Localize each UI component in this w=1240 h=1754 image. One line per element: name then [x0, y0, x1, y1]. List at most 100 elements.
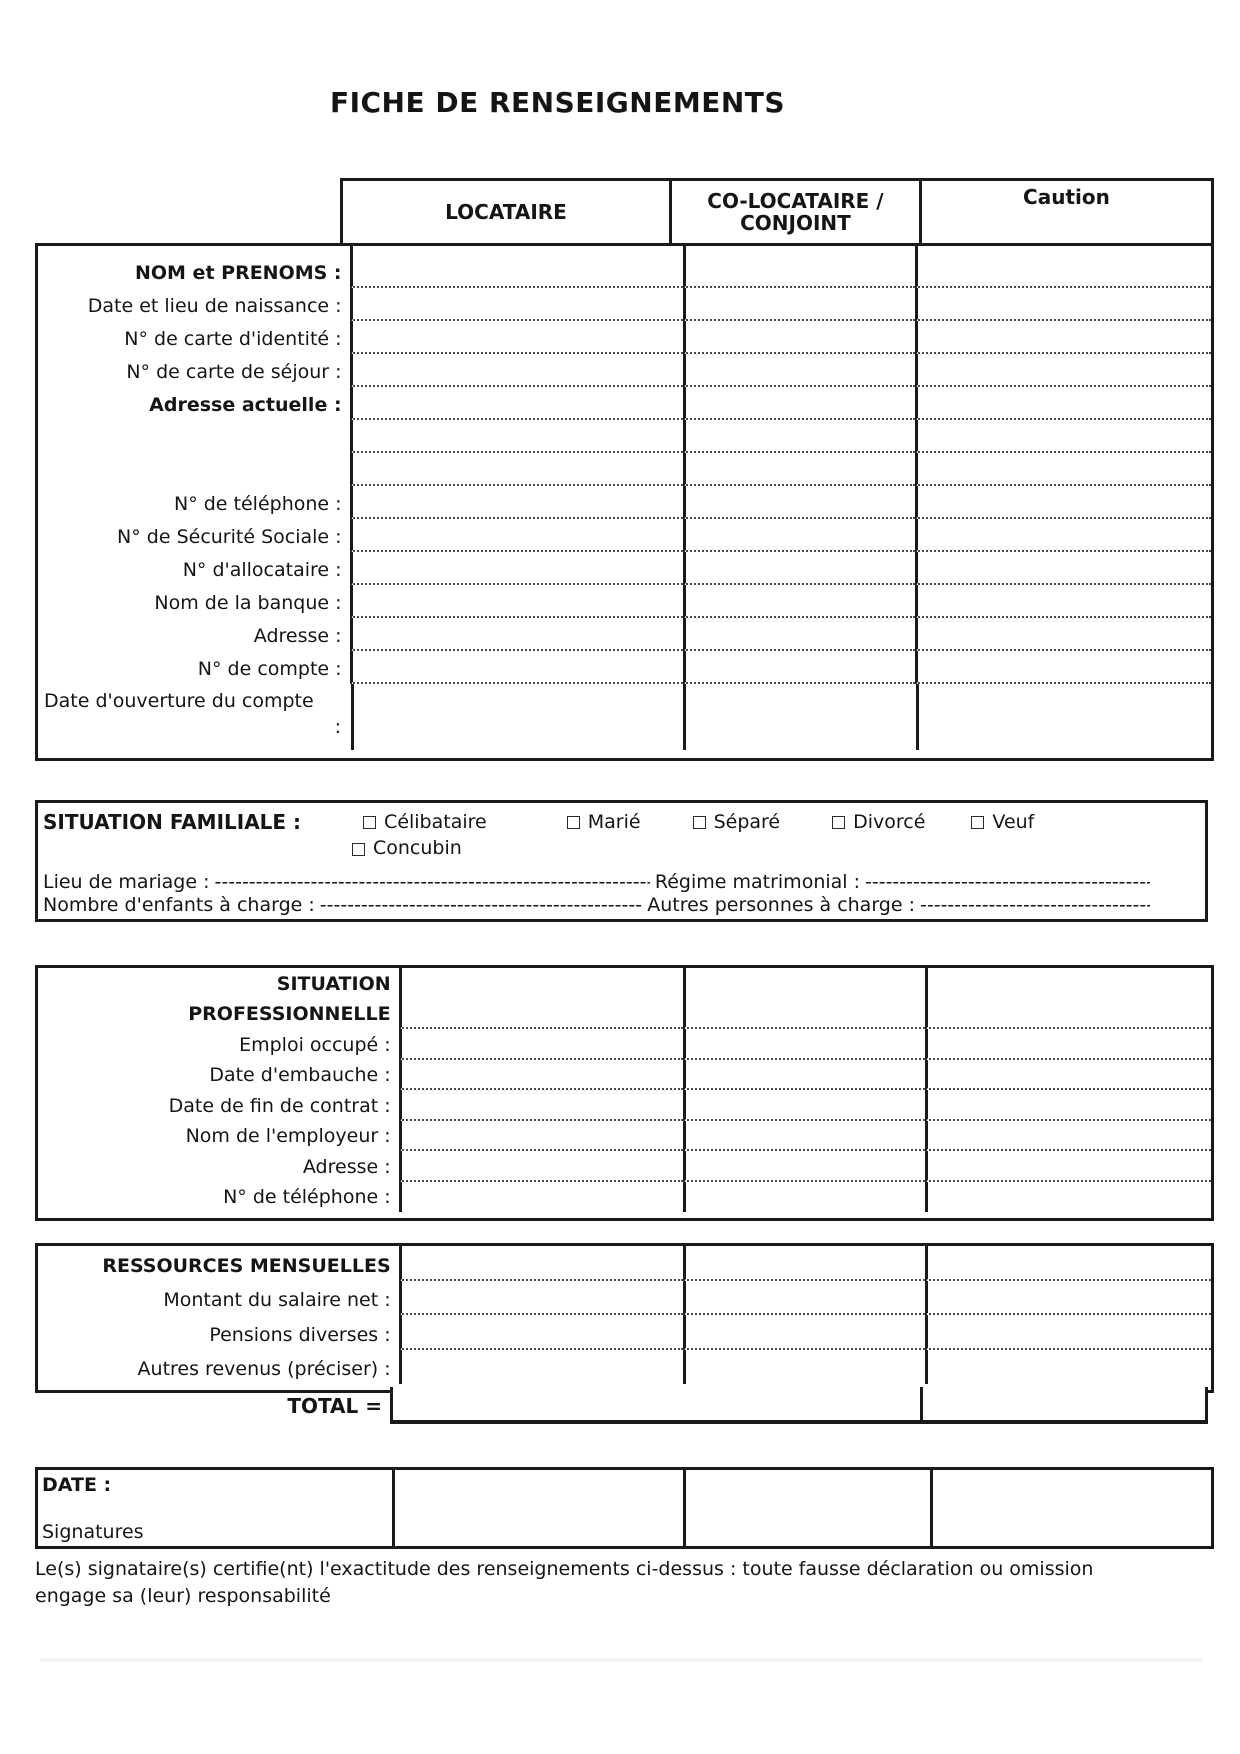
input-cell[interactable]: [398, 1349, 683, 1384]
input-cell[interactable]: [398, 968, 683, 999]
family-status-section: SITUATION FAMILIALE : Célibataire Marié Sé…: [35, 800, 1208, 922]
input-cell[interactable]: [682, 453, 916, 486]
input-cell[interactable]: [349, 288, 683, 321]
input-cell[interactable]: [915, 684, 1211, 750]
input-cell[interactable]: [925, 1315, 1211, 1350]
input-cell[interactable]: [925, 1059, 1211, 1090]
family-option-divorce: Divorcé: [832, 811, 925, 833]
input-cell[interactable]: [682, 1246, 926, 1281]
input-cell[interactable]: [349, 387, 683, 420]
matrimonial-regime-blank[interactable]: ----------------------------------------…: [865, 870, 1150, 893]
input-cell[interactable]: [925, 968, 1211, 999]
input-cell[interactable]: [925, 1029, 1211, 1060]
input-cell[interactable]: [682, 321, 916, 354]
input-cell[interactable]: [349, 585, 683, 618]
input-cell[interactable]: [915, 420, 1212, 453]
other-dependents-blank[interactable]: ----------------------------------------…: [920, 893, 1150, 916]
input-cell[interactable]: [915, 585, 1212, 618]
input-cell[interactable]: [925, 1246, 1211, 1281]
input-cell[interactable]: [915, 519, 1212, 552]
input-cell[interactable]: [925, 1181, 1211, 1212]
input-cell[interactable]: [682, 968, 926, 999]
family-section-title: SITUATION FAMILIALE :: [43, 810, 302, 834]
signature-cell-caution[interactable]: [929, 1470, 1211, 1546]
input-cell[interactable]: [682, 618, 916, 651]
checkbox-separe[interactable]: [692, 816, 706, 830]
input-cell[interactable]: [682, 651, 916, 684]
input-cell[interactable]: [349, 651, 683, 684]
input-cell[interactable]: [915, 387, 1212, 420]
input-cell[interactable]: [682, 288, 916, 321]
input-cell[interactable]: [349, 618, 683, 651]
total-caution-input-cell[interactable]: [920, 1387, 1208, 1424]
input-cell[interactable]: [915, 486, 1212, 519]
input-cell[interactable]: [349, 246, 683, 288]
input-cell[interactable]: [398, 1120, 683, 1151]
input-cell[interactable]: [682, 1280, 926, 1315]
input-cell[interactable]: [915, 288, 1212, 321]
input-cell[interactable]: [398, 1059, 683, 1090]
input-cell[interactable]: [915, 354, 1212, 387]
marriage-place-blank[interactable]: ----------------------------------------…: [214, 870, 650, 893]
input-cell[interactable]: [398, 1246, 683, 1281]
input-cell[interactable]: [682, 1151, 926, 1182]
checkbox-veuf[interactable]: [971, 816, 985, 830]
input-cell[interactable]: [349, 486, 683, 519]
input-cell[interactable]: [682, 387, 916, 420]
input-cell[interactable]: [398, 1280, 683, 1315]
input-cell[interactable]: [682, 1029, 926, 1060]
input-cell[interactable]: [915, 618, 1212, 651]
input-cell[interactable]: [682, 420, 916, 453]
input-cell[interactable]: [398, 1151, 683, 1182]
input-cell[interactable]: [349, 519, 683, 552]
input-cell[interactable]: [398, 1181, 683, 1212]
input-cell[interactable]: [682, 1181, 926, 1212]
checkbox-marie[interactable]: [566, 816, 580, 830]
children-count-blank[interactable]: ----------------------------------------…: [319, 893, 643, 916]
input-cell[interactable]: [925, 1151, 1211, 1182]
input-cell[interactable]: [915, 651, 1212, 684]
signature-cell-locataire[interactable]: [392, 1470, 682, 1546]
input-cell[interactable]: [925, 1349, 1211, 1384]
form-row: RESSOURCES MENSUELLES: [38, 1246, 1211, 1281]
input-cell[interactable]: [915, 453, 1212, 486]
form-row: Emploi occupé :: [38, 1029, 1211, 1060]
input-cell[interactable]: [925, 1120, 1211, 1151]
input-cell[interactable]: [682, 354, 916, 387]
input-cell[interactable]: [349, 321, 683, 354]
input-cell[interactable]: [682, 519, 916, 552]
input-cell[interactable]: [398, 1090, 683, 1121]
signature-cell-colocataire[interactable]: [682, 1470, 930, 1546]
input-cell[interactable]: [682, 1059, 926, 1090]
input-cell[interactable]: [398, 1029, 683, 1060]
input-cell[interactable]: [925, 1280, 1211, 1315]
input-cell[interactable]: [682, 1090, 926, 1121]
input-cell[interactable]: [683, 684, 915, 750]
checkbox-divorce[interactable]: [832, 816, 846, 830]
input-cell[interactable]: [349, 420, 683, 453]
input-cell[interactable]: [682, 585, 916, 618]
input-cell[interactable]: [915, 552, 1212, 585]
input-cell[interactable]: [398, 1315, 683, 1350]
input-cell[interactable]: [915, 321, 1212, 354]
checkbox-celibataire[interactable]: [363, 816, 377, 830]
input-cell[interactable]: [682, 552, 916, 585]
input-cell[interactable]: [682, 1349, 926, 1384]
checkbox-concubin[interactable]: [352, 842, 365, 856]
field-label-nom-de-la-banque: Nom de la banque :: [154, 592, 342, 614]
input-cell[interactable]: [915, 246, 1212, 288]
input-cell[interactable]: [682, 1315, 926, 1350]
input-cell[interactable]: [925, 998, 1211, 1029]
input-cell[interactable]: [925, 1090, 1211, 1121]
family-option-separe: Séparé: [692, 811, 780, 833]
input-cell[interactable]: [682, 246, 916, 288]
input-cell[interactable]: [682, 998, 926, 1029]
total-input-cell[interactable]: [390, 1387, 920, 1424]
input-cell[interactable]: [351, 684, 683, 750]
input-cell[interactable]: [398, 998, 683, 1029]
input-cell[interactable]: [682, 1120, 926, 1151]
input-cell[interactable]: [349, 552, 683, 585]
input-cell[interactable]: [349, 453, 683, 486]
input-cell[interactable]: [682, 486, 916, 519]
input-cell[interactable]: [349, 354, 683, 387]
